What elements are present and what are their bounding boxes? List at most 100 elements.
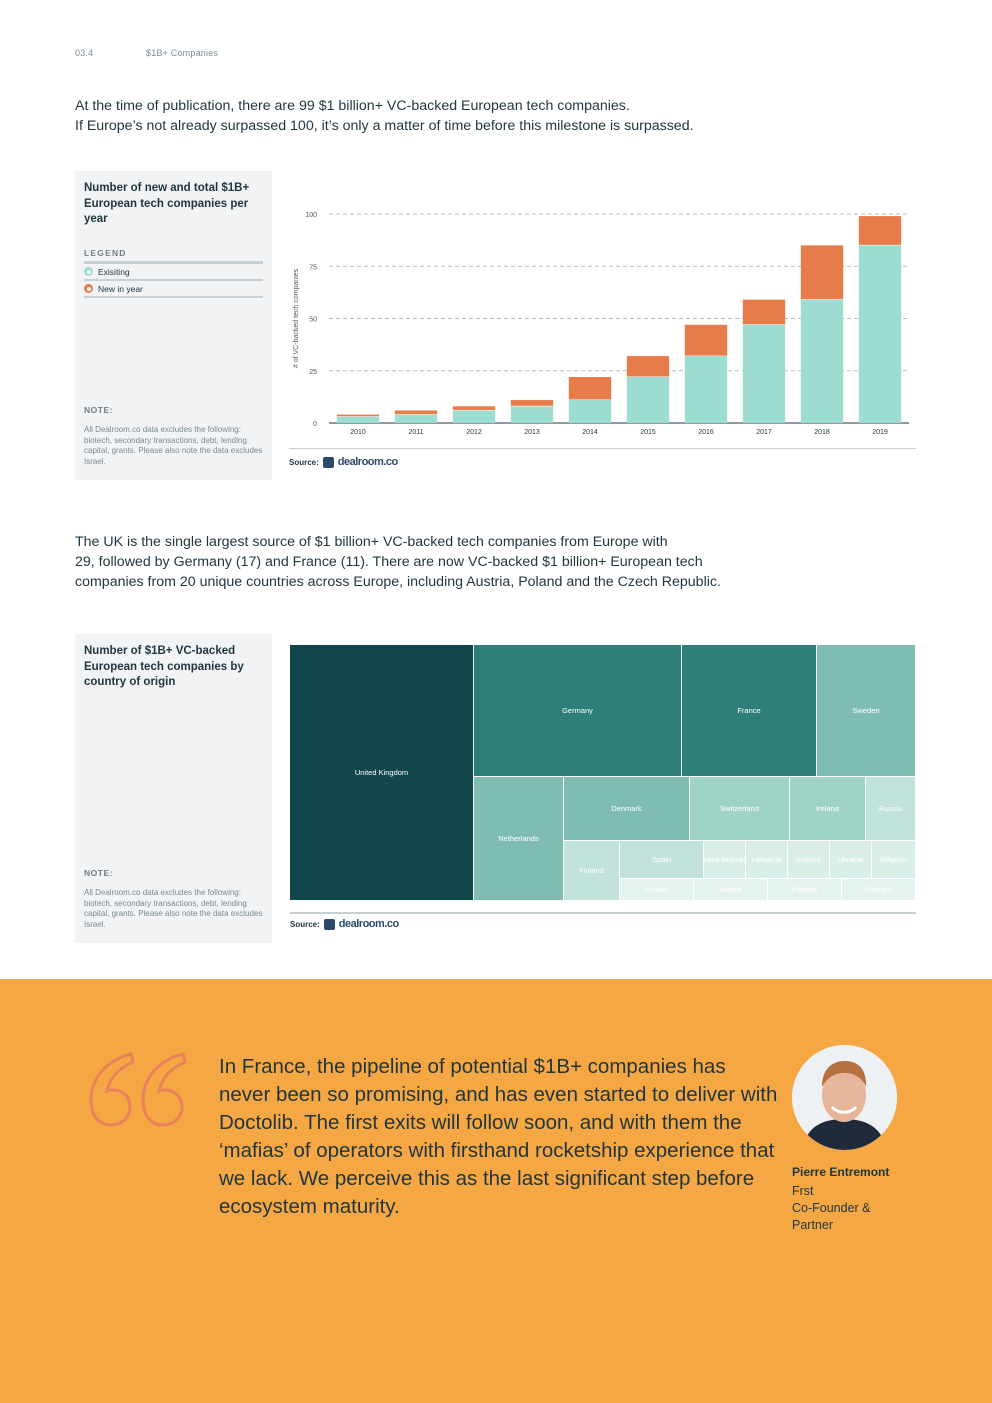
treemap-label: Finland — [579, 866, 604, 875]
legend: Exisiting New in year — [84, 260, 263, 298]
treemap-label: Spain — [651, 855, 672, 864]
bar-new-2018 — [800, 245, 844, 300]
treemap-label: Ireland — [816, 804, 839, 813]
chart1-source: Source: dealroom.co — [289, 456, 398, 468]
y-tick-label: 25 — [309, 369, 317, 376]
source-label-2: Source: — [290, 919, 320, 929]
avatar — [792, 1045, 897, 1150]
treemap-cell-russia: Russia — [866, 777, 916, 841]
x-tick-label: 2016 — [698, 429, 714, 436]
treemap-label: Germany — [562, 706, 593, 715]
treemap-cell-finland: Finland — [564, 841, 620, 901]
bar-new-2015 — [626, 356, 670, 377]
treemap-cell-poland: Poland — [620, 879, 694, 901]
bar-chart-svg: # of VC-backed tech companies 0 25 50 75 100 2… — [293, 212, 909, 436]
y-axis-label: # of VC-backed tech companies — [293, 268, 300, 368]
treemap-label: Denmark — [611, 804, 642, 813]
chart2-note-text: All Dealroom.co data excludes the follow… — [84, 888, 263, 929]
treemap-label: Switzerland — [720, 804, 759, 813]
chart2-source-divider — [290, 912, 916, 914]
treemap-label: Portugal — [864, 885, 893, 894]
section-number: 03.4 — [75, 48, 94, 58]
dealroom-logo-icon-2 — [323, 918, 335, 930]
bar-existing-2019 — [858, 245, 902, 423]
treemap-label: Czech Republic — [704, 855, 746, 864]
x-tick-label: 2010 — [350, 429, 366, 436]
treemap-label: Ukraine — [837, 855, 864, 864]
bar-chart: # of VC-backed tech companies 0 25 50 75 100 2… — [289, 200, 916, 470]
treemap-label: Russia — [879, 804, 902, 813]
y-tick-label: 100 — [305, 212, 317, 219]
treemap-cell-netherlands: Netherlands — [474, 777, 564, 901]
person-portrait-icon — [792, 1045, 897, 1150]
treemap-cell-sweden: Sweden — [817, 645, 916, 777]
x-tick-label: 2013 — [524, 429, 540, 436]
treemap-label: Lithuania — [751, 855, 782, 864]
bar-new-2017 — [742, 299, 786, 325]
treemap-cell-ukraine: Ukraine — [830, 841, 872, 879]
chart2-note-heading: NOTE: — [84, 868, 113, 878]
bar-new-2012 — [452, 406, 496, 410]
mid-line-2: 29, followed by Germany (17) and France … — [75, 554, 703, 570]
legend-label-new: New in year — [98, 283, 143, 294]
legend-heading: LEGEND — [84, 247, 127, 258]
bar-new-2014 — [568, 377, 612, 400]
treemap-label: Iceland — [796, 855, 821, 864]
mid-paragraph: The UK is the single largest source of $… — [75, 532, 795, 592]
treemap-cell-iceland: Iceland — [788, 841, 830, 879]
legend-label-existing: Exisiting — [98, 266, 130, 277]
source-brand-2: dealroom.co — [338, 918, 399, 930]
chart2-title: Number of $1B+ VC-backed European tech c… — [84, 645, 244, 688]
intro-line-2: If Europe’s not already surpassed 100, i… — [75, 118, 694, 134]
bar-existing-2011 — [394, 414, 438, 423]
treemap-label: Netherlands — [498, 834, 539, 843]
treemap-label: Estonia — [791, 885, 818, 894]
treemap-cell-united-kingdom: United Kingdom — [290, 645, 474, 901]
x-tick-label: 2017 — [756, 429, 772, 436]
bar-existing-2018 — [800, 299, 844, 423]
person-name: Pierre Entremont — [792, 1165, 890, 1179]
legend-item-new: New in year — [84, 281, 263, 298]
x-tick-label: 2015 — [640, 429, 656, 436]
person-role-line-3: Partner — [792, 1218, 833, 1232]
quote-mark-icon — [89, 1052, 187, 1127]
mid-line-3: companies from 20 unique countries acros… — [75, 574, 721, 590]
bar-existing-2012 — [452, 410, 496, 423]
intro-line-1: At the time of publication, there are 99… — [75, 98, 630, 114]
treemap-cell-belgium: Belgium — [872, 841, 916, 879]
new-swatch-icon — [84, 284, 93, 293]
chart2-sidebar: Number of $1B+ VC-backed European tech c… — [75, 634, 272, 943]
treemap-cell-denmark: Denmark — [564, 777, 690, 841]
treemap-label: Belgium — [879, 855, 908, 864]
treemap-label: Sweden — [852, 706, 880, 715]
x-tick-label: 2014 — [582, 429, 598, 436]
treemap-cell-portugal: Portugal — [842, 879, 916, 901]
treemap-cell-france: France — [682, 645, 817, 777]
chart1-source-divider — [289, 448, 916, 449]
x-tick-label: 2011 — [408, 429, 423, 436]
treemap-cell-estonia: Estonia — [768, 879, 842, 901]
bar-existing-2016 — [684, 356, 728, 423]
treemap-cell-czech-republic: Czech Republic — [704, 841, 746, 879]
section-title: $1B+ Companies — [146, 48, 219, 58]
bar-existing-2017 — [742, 324, 786, 423]
treemap-cell-spain: Spain — [620, 841, 704, 879]
mid-line-1: The UK is the single largest source of $… — [75, 534, 668, 550]
x-tick-label: 2019 — [872, 429, 888, 436]
treemap-label: Austria — [718, 885, 743, 894]
existing-swatch-icon — [84, 267, 93, 276]
bar-new-2010 — [336, 414, 380, 417]
chart1-note-text: All Dealroom.co data excludes the follow… — [84, 425, 263, 466]
person-company: Frst — [792, 1184, 814, 1198]
treemap-label: United Kingdom — [354, 768, 409, 777]
treemap-cell-lithuania: Lithuania — [746, 841, 788, 879]
person-role: Frst Co-Founder & Partner — [792, 1183, 902, 1234]
treemap-cell-ireland: Ireland — [790, 777, 866, 841]
source-brand: dealroom.co — [337, 456, 398, 468]
treemap-cell-germany: Germany — [474, 645, 682, 777]
intro-paragraph: At the time of publication, there are 99… — [75, 96, 795, 136]
treemap-cell-austria: Austria — [694, 879, 768, 901]
treemap-label: France — [737, 706, 761, 715]
chart2-source: Source: dealroom.co — [290, 918, 399, 930]
treemap-cell-switzerland: Switzerland — [690, 777, 790, 841]
